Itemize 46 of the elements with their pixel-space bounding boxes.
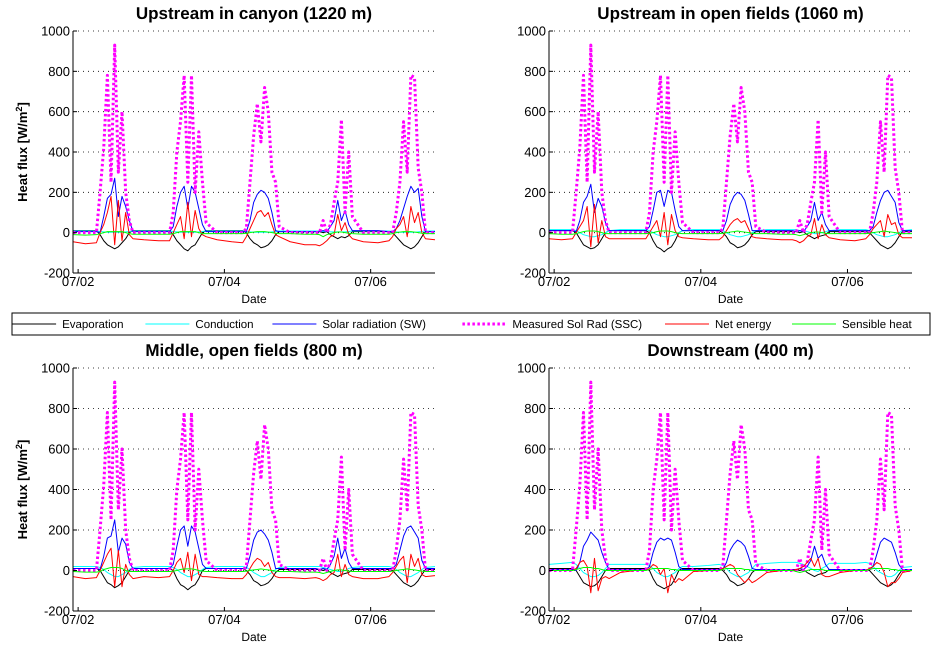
y-tick-label: 200 — [48, 184, 70, 200]
y-tick-label: 800 — [48, 64, 70, 79]
y-tick-label: 1000 — [517, 24, 546, 39]
x-tick-label: 07/04 — [684, 612, 718, 627]
x-axis-title: Date — [241, 630, 267, 644]
chart-title: Upstream in open fields (1060 m) — [597, 4, 864, 23]
y-tick-label: 600 — [524, 104, 546, 120]
y-tick-label: 600 — [524, 442, 546, 457]
y-tick-label: 1000 — [41, 24, 70, 39]
chart-title: Upstream in canyon (1220 m) — [136, 4, 372, 23]
legend-label: Net energy — [715, 319, 772, 332]
legend-label: Evaporation — [62, 319, 124, 332]
x-axis-title: Date — [241, 292, 267, 306]
x-tick-label: 07/04 — [684, 274, 718, 289]
legend-label: Solar radiation (SW) — [322, 319, 426, 332]
x-tick-label: 07/04 — [208, 274, 241, 289]
chart-title: Downstream (400 m) — [647, 341, 814, 360]
y-tick-label: 1000 — [41, 360, 70, 376]
y-tick-label: 800 — [524, 64, 546, 79]
x-tick-label: 07/06 — [354, 612, 387, 627]
x-axis-title: Date — [718, 292, 744, 306]
y-tick-label: 1000 — [517, 360, 546, 376]
x-axis-title: Date — [718, 630, 744, 644]
y-tick-label: 400 — [48, 482, 70, 498]
y-tick-label: 600 — [48, 442, 70, 457]
x-tick-label: 07/04 — [208, 612, 241, 627]
legend-label: Sensible heat — [842, 319, 912, 332]
y-tick-label: 400 — [48, 144, 70, 160]
y-tick-label: 400 — [524, 144, 546, 160]
y-tick-label: 800 — [524, 401, 546, 416]
x-tick-label: 07/06 — [831, 274, 864, 289]
y-tick-label: 600 — [48, 104, 70, 120]
x-tick-label: 07/06 — [831, 612, 864, 627]
y-tick-label: 0 — [538, 563, 546, 578]
y-tick-label: 200 — [524, 184, 546, 200]
y-tick-label: 400 — [524, 482, 546, 498]
y-tick-label: 0 — [538, 225, 546, 240]
legend-label: Measured Sol Rad (SSC) — [512, 319, 642, 332]
x-tick-label: 07/06 — [354, 274, 387, 289]
y-tick-label: 200 — [48, 522, 70, 538]
y-tick-label: 200 — [524, 522, 546, 538]
y-tick-label: 800 — [48, 401, 70, 416]
y-tick-label: 0 — [62, 563, 70, 578]
y-tick-label: 0 — [62, 225, 70, 240]
chart-title: Middle, open fields (800 m) — [145, 341, 363, 360]
legend-label: Conduction — [195, 319, 254, 332]
